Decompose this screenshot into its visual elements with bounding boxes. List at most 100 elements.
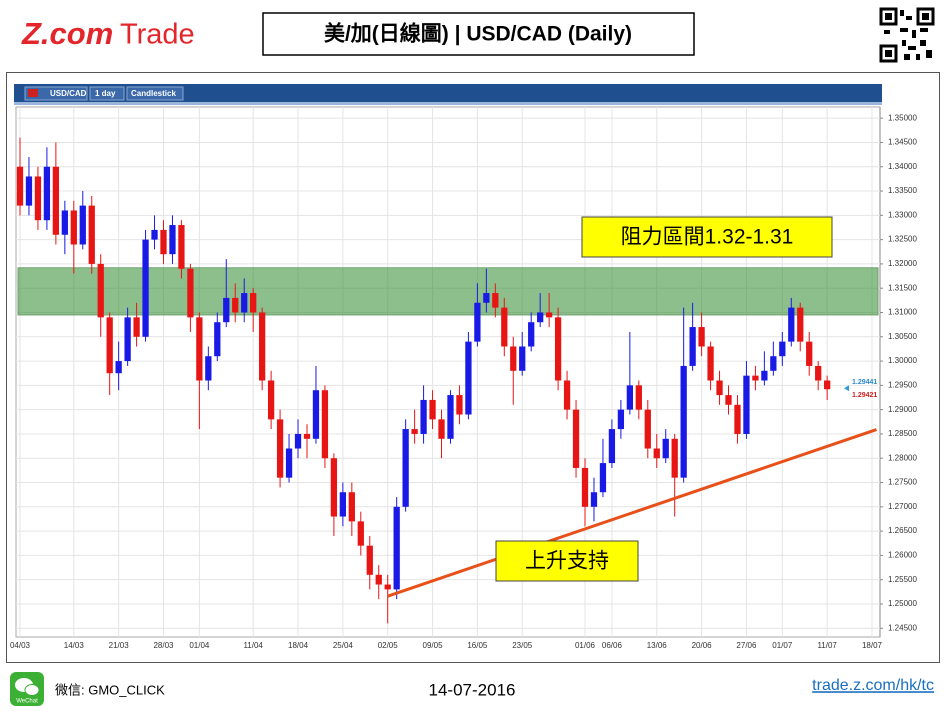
candle-body bbox=[528, 322, 535, 347]
candle-body bbox=[241, 293, 248, 313]
candle-body bbox=[788, 307, 795, 342]
candle-body bbox=[133, 317, 140, 337]
candle-body bbox=[689, 327, 696, 366]
resistance-label-box bbox=[581, 216, 833, 258]
resistance-zone bbox=[17, 267, 879, 316]
candle-body bbox=[429, 399, 436, 420]
x-tick-label: 01/07 bbox=[772, 641, 793, 650]
candle-body bbox=[79, 205, 86, 245]
x-tick-label: 18/07 bbox=[862, 641, 883, 650]
candle-body bbox=[716, 380, 723, 396]
x-tick-label: 16/05 bbox=[467, 641, 488, 650]
y-tick-label: 1.34000 bbox=[888, 162, 917, 171]
candle-body bbox=[88, 205, 95, 264]
candle-body bbox=[662, 438, 669, 459]
candle-body bbox=[420, 399, 427, 434]
candle-body bbox=[61, 210, 68, 235]
candle-body bbox=[465, 341, 472, 415]
candle-body bbox=[178, 225, 185, 269]
candle-body bbox=[626, 385, 633, 410]
zone-layer bbox=[17, 267, 879, 316]
support-label-box bbox=[495, 540, 639, 582]
candle-body bbox=[276, 419, 284, 478]
x-tick-label: 01/06 bbox=[575, 641, 596, 650]
x-tick-label: 11/07 bbox=[817, 641, 837, 650]
candle-body bbox=[160, 229, 167, 255]
last-price-label: 1.29421 bbox=[852, 392, 877, 399]
candle-body bbox=[671, 438, 678, 478]
candle-body bbox=[312, 390, 320, 439]
candle-body bbox=[761, 370, 768, 381]
candle-body bbox=[205, 356, 212, 381]
x-tick-label: 14/03 bbox=[64, 641, 85, 650]
support-line bbox=[387, 428, 877, 598]
y-tick-label: 1.29000 bbox=[888, 405, 917, 414]
candle-body bbox=[635, 385, 642, 410]
link[interactable]: trade.z.com/hk/tc bbox=[812, 677, 934, 694]
flag-icon bbox=[28, 89, 38, 97]
last-price-marker bbox=[844, 385, 849, 392]
y-tick-label: 1.32500 bbox=[888, 235, 917, 244]
x-tick-label: 20/06 bbox=[692, 641, 713, 650]
candle-body bbox=[366, 545, 373, 575]
x-tick-label: 01/04 bbox=[189, 641, 210, 650]
candle-body bbox=[545, 312, 553, 318]
y-tick-label: 1.31000 bbox=[888, 308, 917, 317]
candle-body bbox=[214, 322, 221, 357]
candle-body bbox=[617, 409, 625, 430]
y-tick-label: 1.28000 bbox=[888, 453, 917, 462]
candle-body bbox=[474, 302, 481, 342]
candle-body bbox=[734, 404, 741, 434]
candle-body bbox=[384, 584, 391, 590]
title: 美/加(日線圖) | USD/CAD (Daily) bbox=[324, 22, 632, 46]
annotations: 阻力區間1.32-1.31 上升支持 1.29441 1.29421 bbox=[387, 216, 877, 598]
candle-body bbox=[411, 429, 418, 434]
candle-body bbox=[492, 293, 499, 308]
logo-product: Trade bbox=[120, 19, 195, 51]
title-box bbox=[262, 12, 695, 56]
y-tick-label: 1.34500 bbox=[888, 138, 917, 147]
candle-body bbox=[330, 458, 338, 517]
x-tick-label: 21/03 bbox=[109, 641, 130, 650]
y-tick-label: 1.30500 bbox=[888, 332, 917, 341]
candle-body bbox=[70, 210, 77, 245]
y-tick-label: 1.26000 bbox=[888, 550, 917, 559]
x-tick-label: 23/05 bbox=[512, 641, 533, 650]
interval-button[interactable] bbox=[89, 86, 125, 101]
y-tick-label: 1.27000 bbox=[888, 502, 917, 511]
x-tick-label: 18/04 bbox=[288, 641, 309, 650]
symbol-button[interactable] bbox=[24, 86, 88, 101]
candle-body bbox=[16, 166, 24, 206]
candle-body bbox=[339, 492, 347, 517]
wechat-id: 微信: GMO_CLICK bbox=[55, 682, 165, 697]
y-tick-label: 1.35000 bbox=[888, 113, 917, 122]
x-tick-label: 28/03 bbox=[153, 641, 174, 650]
candle-body bbox=[779, 341, 786, 357]
y-tick-label: 1.33500 bbox=[888, 186, 917, 195]
x-tick-label: 13/06 bbox=[647, 641, 668, 650]
x-tick-label: 02/05 bbox=[378, 641, 399, 650]
candle-body bbox=[357, 521, 364, 546]
candle-body bbox=[375, 574, 382, 585]
candle-body bbox=[680, 365, 687, 478]
toolbar-edge bbox=[14, 102, 882, 105]
candle-body bbox=[223, 297, 230, 323]
candle-body bbox=[537, 312, 544, 323]
y-tick-label: 1.28500 bbox=[888, 429, 917, 438]
plot-area bbox=[15, 106, 881, 638]
candle-body bbox=[483, 293, 490, 303]
style-button[interactable] bbox=[126, 86, 184, 101]
candle-body bbox=[752, 375, 759, 381]
qr-code bbox=[879, 7, 935, 63]
x-tick-label: 04/03 bbox=[10, 641, 31, 650]
candle-body bbox=[770, 356, 777, 371]
y-tick-label: 1.25500 bbox=[888, 575, 917, 584]
candle-body bbox=[707, 346, 714, 381]
candle-body bbox=[644, 409, 651, 449]
candle-body bbox=[510, 346, 517, 371]
candles bbox=[16, 137, 831, 624]
resistance-label: 阻力區間1.32-1.31 bbox=[621, 226, 794, 249]
y-tick-label: 1.33000 bbox=[888, 210, 917, 219]
candle-body bbox=[232, 297, 239, 313]
